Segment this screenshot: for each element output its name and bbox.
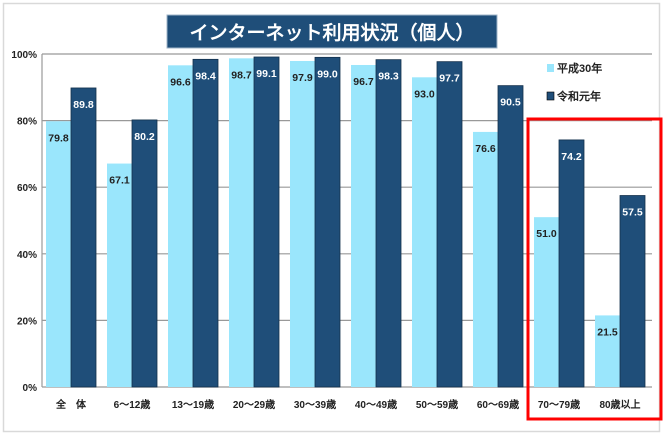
- bar-heisei30: [473, 131, 498, 387]
- bar-reiwa1: [192, 58, 219, 388]
- data-label: 93.0: [414, 88, 435, 100]
- data-label: 97.7: [439, 73, 460, 85]
- x-tick-label: 20～29歳: [233, 398, 275, 411]
- x-tick-label: 40～49歳: [355, 398, 397, 411]
- x-tick-label: 50～59歳: [416, 398, 458, 411]
- x-tick-label: 80歳以上: [599, 398, 640, 411]
- data-label: 51.0: [536, 228, 557, 240]
- bar-reiwa1: [314, 56, 341, 388]
- bar-heisei30: [290, 60, 315, 387]
- x-tick-label: 30～39歳: [294, 398, 336, 411]
- y-tick-label: 40%: [17, 250, 37, 261]
- bar-reiwa1: [70, 87, 97, 388]
- legend-swatch: [546, 91, 555, 101]
- data-label: 96.6: [170, 76, 191, 88]
- bar-heisei30: [46, 121, 71, 388]
- y-tick-label: 60%: [17, 183, 37, 194]
- bar-heisei30: [351, 64, 376, 387]
- bar-reiwa1: [375, 59, 402, 388]
- data-label: 97.9: [292, 72, 313, 84]
- bar-heisei30: [595, 315, 620, 387]
- bar-reiwa1: [558, 139, 585, 388]
- data-label: 96.7: [353, 76, 374, 88]
- x-tick-label: 13～19歳: [172, 398, 214, 411]
- x-tick-label: 全 体: [55, 398, 87, 411]
- data-label: 90.5: [500, 97, 521, 109]
- data-label: 76.6: [475, 143, 496, 155]
- data-label: 98.4: [195, 70, 216, 82]
- x-tick-label: 6～12歳: [114, 398, 151, 411]
- data-label: 98.3: [378, 71, 399, 83]
- y-tick-label: 20%: [17, 316, 37, 327]
- bar-reiwa1: [436, 61, 463, 388]
- data-label: 57.5: [622, 207, 643, 219]
- data-label: 67.1: [109, 175, 130, 187]
- data-label: 99.1: [256, 68, 277, 80]
- data-label: 89.8: [73, 99, 94, 111]
- title-box: [166, 14, 498, 49]
- x-tick-label: 60～69歳: [477, 398, 519, 411]
- data-label: 21.5: [597, 326, 618, 338]
- x-tick-label: 70～79歳: [538, 398, 580, 411]
- bar-reiwa1: [253, 56, 280, 388]
- bar-heisei30: [229, 58, 254, 387]
- bar-heisei30: [412, 77, 437, 387]
- y-tick-label: 100%: [11, 50, 37, 61]
- y-tick-label: 80%: [17, 117, 37, 128]
- legend-swatch: [547, 64, 554, 72]
- bar-reiwa1: [131, 119, 158, 388]
- bar-reiwa1: [497, 85, 524, 388]
- chart-title: インターネット利用状況（個人）: [189, 21, 474, 44]
- bar-reiwa1: [619, 195, 646, 388]
- y-tick-label: 0%: [23, 383, 38, 394]
- data-label: 74.2: [561, 151, 582, 163]
- bar-heisei30: [534, 217, 559, 387]
- data-label: 79.8: [48, 132, 69, 144]
- legend-label: 令和元年: [556, 89, 601, 103]
- bar-heisei30: [168, 65, 193, 388]
- data-label: 99.0: [317, 68, 338, 80]
- highlight-box: [526, 117, 663, 421]
- data-label: 98.7: [231, 69, 252, 81]
- data-label: 80.2: [134, 131, 155, 143]
- bar-heisei30: [107, 163, 132, 387]
- legend-label: 平成30年: [557, 61, 602, 75]
